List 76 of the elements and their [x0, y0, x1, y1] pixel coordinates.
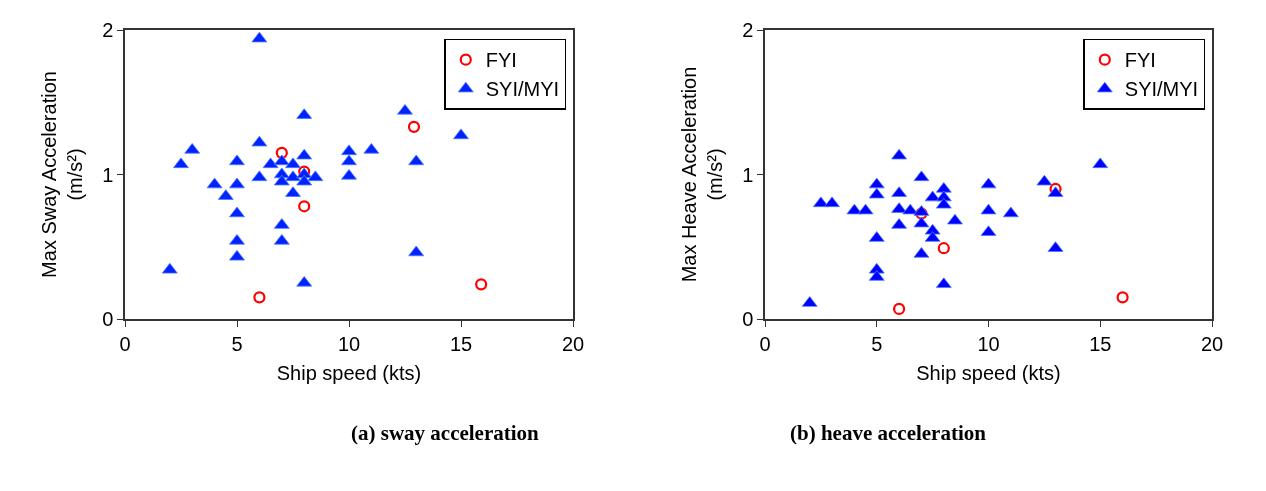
point — [275, 146, 288, 159]
point — [285, 157, 301, 169]
y-axis-title: Max Sway Acceleration (m/s²) — [38, 71, 87, 278]
point — [307, 170, 324, 182]
x-tick-label: 0 — [119, 332, 131, 355]
y-tick-label: 2 — [102, 19, 114, 41]
point — [273, 154, 290, 166]
point — [868, 187, 885, 199]
point — [935, 197, 952, 209]
point — [913, 170, 930, 182]
x-tick-label: 15 — [449, 332, 473, 355]
point — [1116, 291, 1129, 304]
legend-label: FYI — [485, 49, 517, 72]
point — [1092, 157, 1109, 169]
y-axis-title: Max Heave Acceleration (m/s²) — [678, 66, 727, 283]
x-tick-label: 10 — [977, 332, 1000, 355]
legend-label: FYI — [1124, 49, 1156, 72]
point — [262, 157, 279, 169]
x-tick-label: 15 — [1089, 332, 1112, 355]
point — [408, 245, 425, 257]
point — [937, 242, 950, 255]
point — [947, 213, 963, 225]
x-axis-title: Ship speed (kts) — [916, 361, 1061, 384]
point — [285, 170, 301, 182]
point — [341, 144, 357, 156]
x-tick-label: 0 — [759, 332, 771, 355]
x-tick-label: 5 — [231, 332, 243, 355]
legend-label: SYI/MYI — [1124, 78, 1199, 101]
point — [902, 203, 919, 215]
point — [913, 216, 930, 228]
point — [453, 128, 469, 140]
point — [980, 203, 997, 215]
point — [857, 203, 874, 215]
point — [296, 148, 313, 160]
point — [229, 177, 245, 189]
legend-label: SYI/MYI — [485, 78, 560, 101]
text: (b) heave acceleration — [790, 421, 987, 445]
point — [298, 200, 311, 213]
point — [1002, 206, 1019, 218]
point — [253, 291, 266, 304]
point — [475, 278, 488, 291]
point — [980, 177, 997, 189]
point — [408, 154, 425, 166]
text: (a) sway acceleration — [351, 421, 540, 445]
point — [173, 157, 189, 169]
point — [161, 262, 178, 274]
point — [229, 206, 245, 218]
point — [296, 174, 313, 186]
x-tick-label: 20 — [561, 332, 585, 355]
point — [273, 174, 290, 186]
y-tick-label: 0 — [742, 308, 754, 330]
point — [251, 170, 268, 182]
x-tick-label: 5 — [871, 332, 883, 355]
y-tick-label: 0 — [102, 308, 114, 330]
point — [924, 190, 941, 202]
y-tick-label: 1 — [742, 163, 754, 186]
x-axis-title: Ship speed (kts) — [276, 361, 422, 384]
y-tick-label: 1 — [102, 163, 114, 186]
point — [407, 120, 421, 133]
point — [229, 249, 245, 261]
point — [846, 203, 863, 215]
y-tick-label: 2 — [742, 19, 754, 41]
point — [296, 275, 313, 287]
point — [341, 154, 357, 166]
point — [893, 302, 906, 315]
point — [824, 196, 840, 208]
point — [229, 154, 245, 166]
point — [1036, 174, 1053, 186]
x-tick-label: 20 — [1200, 332, 1224, 355]
x-tick-label: 10 — [337, 332, 361, 355]
point — [206, 177, 223, 189]
point — [915, 207, 928, 220]
point — [868, 177, 885, 189]
point — [251, 31, 268, 43]
point — [891, 148, 908, 160]
point — [251, 135, 268, 147]
